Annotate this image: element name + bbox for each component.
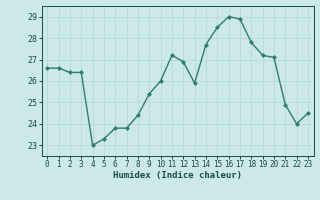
- X-axis label: Humidex (Indice chaleur): Humidex (Indice chaleur): [113, 171, 242, 180]
